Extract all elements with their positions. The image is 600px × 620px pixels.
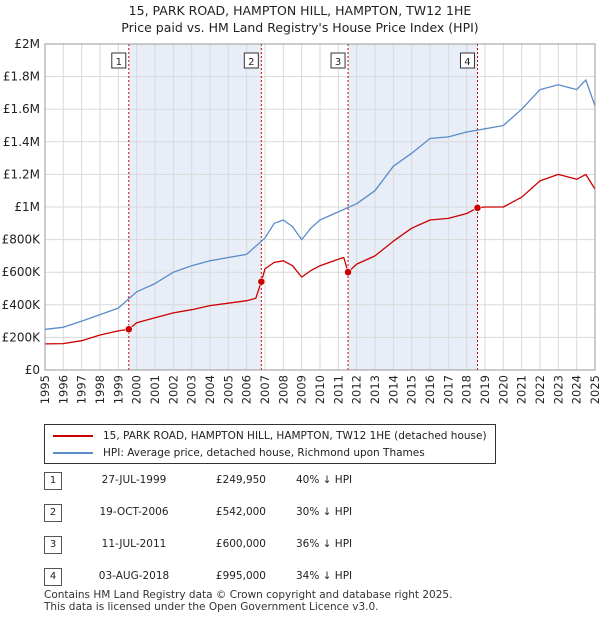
sale-point <box>124 325 133 334</box>
sales-table: 1 27-JUL-1999 £249,950 40% ↓ HPI 2 19-OC… <box>44 472 464 600</box>
x-tick-label: 2022 <box>533 375 547 404</box>
plot-frame <box>44 43 596 371</box>
sale-number-label: 4 <box>464 57 470 68</box>
sale-number-label: 3 <box>335 57 341 68</box>
sale-number-box <box>330 52 346 69</box>
x-tick-label: 2012 <box>350 375 364 404</box>
x-tick-label: 2002 <box>166 375 180 404</box>
chart-subtitle: Price paid vs. HM Land Registry's House … <box>121 20 479 35</box>
sale-date: 11-JUL-2011 <box>101 538 167 550</box>
x-tick-label: 2015 <box>405 375 419 404</box>
x-tick-label: 2021 <box>515 375 529 404</box>
x-tick-label: 2014 <box>386 375 400 404</box>
x-tick-label: 2005 <box>221 375 235 404</box>
property-price-line <box>44 173 596 345</box>
footer-copyright: Contains HM Land Registry data © Crown c… <box>44 589 453 601</box>
sale-number-label: 2 <box>248 57 254 68</box>
legend-item-property: 15, PARK ROAD, HAMPTON HILL, HAMPTON, TW… <box>53 428 487 444</box>
sale-date: 03-AUG-2018 <box>98 570 170 582</box>
legend-swatch-red <box>53 435 93 437</box>
y-tick-label: £400K <box>2 298 42 312</box>
x-tick-label: 2016 <box>423 375 437 404</box>
sale-price: £995,000 <box>215 570 266 582</box>
sale-point <box>344 268 352 277</box>
footer: Contains HM Land Registry data © Crown c… <box>44 589 452 613</box>
y-tick-label: £1.8M <box>3 70 40 84</box>
legend-label-hpi: HPI: Average price, detached house, Rich… <box>103 447 425 459</box>
x-tick-label: 2025 <box>588 375 600 404</box>
x-tick-label: 2023 <box>551 375 565 404</box>
sale-number-badge: 3 <box>44 536 62 554</box>
y-tick-label: £1M <box>14 200 40 214</box>
y-tick-label: £0 <box>25 363 40 377</box>
x-tick-label: 1998 <box>93 375 107 404</box>
x-tick-label: 2011 <box>331 375 345 404</box>
x-tick-label: 2006 <box>240 375 254 404</box>
x-tick-label: 2019 <box>478 375 492 404</box>
sale-hpi-diff: 30% ↓ HPI <box>296 506 353 518</box>
x-tick-label: 2008 <box>276 375 290 404</box>
sale-price: £249,950 <box>215 474 266 486</box>
sale-hpi-diff: 34% ↓ HPI <box>296 570 353 582</box>
sale-date: 19-OCT-2006 <box>99 506 169 518</box>
sale-number-box <box>459 52 475 69</box>
sale-number-box <box>243 52 259 69</box>
x-tick-label: 2018 <box>460 375 474 404</box>
legend-item-hpi: HPI: Average price, detached house, Rich… <box>53 445 425 461</box>
legend-label-property: 15, PARK ROAD, HAMPTON HILL, HAMPTON, TW… <box>103 430 487 442</box>
sale-price: £600,000 <box>215 538 266 550</box>
legend: 15, PARK ROAD, HAMPTON HILL, HAMPTON, TW… <box>44 424 496 464</box>
x-tick-label: 2017 <box>441 375 455 404</box>
hpi-line <box>44 79 596 330</box>
x-tick-label: 1997 <box>75 375 89 404</box>
y-tick-label: £1.6M <box>3 102 40 116</box>
sale-hpi-diff: 36% ↓ HPI <box>296 538 353 550</box>
sale-number-badge: 1 <box>44 472 62 490</box>
sale-point <box>257 277 266 286</box>
x-tick-label: 2004 <box>203 375 217 404</box>
sale-row: 1 27-JUL-1999 £249,950 40% ↓ HPI <box>44 472 464 504</box>
chart-title: 15, PARK ROAD, HAMPTON HILL, HAMPTON, TW… <box>128 3 472 18</box>
sale-number-box <box>111 52 127 69</box>
x-tick-label: 2013 <box>368 375 382 404</box>
x-tick-label: 2024 <box>570 375 584 404</box>
y-tick-label: £1.4M <box>3 135 40 149</box>
x-tick-label: 2010 <box>313 375 327 404</box>
legend-swatch-blue <box>53 452 93 454</box>
x-tick-label: 2001 <box>148 375 162 404</box>
y-tick-label: £2M <box>14 37 40 51</box>
y-tick-label: £600K <box>2 265 42 279</box>
sale-number-label: 1 <box>116 57 122 68</box>
x-tick-label: 2020 <box>496 375 510 404</box>
x-tick-label: 2003 <box>185 375 199 404</box>
price-chart: 1 2 3 4 £0 £200K £400K £600K £800K £1M £1.2M £1.4M… <box>2 37 600 404</box>
sale-number-badge: 4 <box>44 568 62 586</box>
y-tick-label: £1.2M <box>3 167 40 181</box>
x-tick-label: 1995 <box>38 375 52 404</box>
sale-price: £542,000 <box>215 506 266 518</box>
x-tick-label: 2007 <box>258 375 272 404</box>
x-tick-label: 2000 <box>130 375 144 404</box>
sale-point <box>473 203 482 212</box>
x-tick-label: 2009 <box>295 375 309 404</box>
y-tick-label: £800K <box>2 233 42 247</box>
sale-number-badge: 2 <box>44 504 62 522</box>
sale-date: 27-JUL-1999 <box>101 474 167 486</box>
footer-licence: This data is licensed under the Open Gov… <box>44 601 379 613</box>
x-tick-label: 1999 <box>111 375 125 404</box>
sale-hpi-diff: 40% ↓ HPI <box>296 474 353 486</box>
sale-row: 2 19-OCT-2006 £542,000 30% ↓ HPI <box>44 504 464 536</box>
x-tick-label: 1996 <box>56 375 70 404</box>
y-tick-label: £200K <box>2 330 42 344</box>
sale-row: 3 11-JUL-2011 £600,000 36% ↓ HPI <box>44 536 464 568</box>
sale-row: 4 03-AUG-2018 £995,000 34% ↓ HPI <box>44 568 464 600</box>
